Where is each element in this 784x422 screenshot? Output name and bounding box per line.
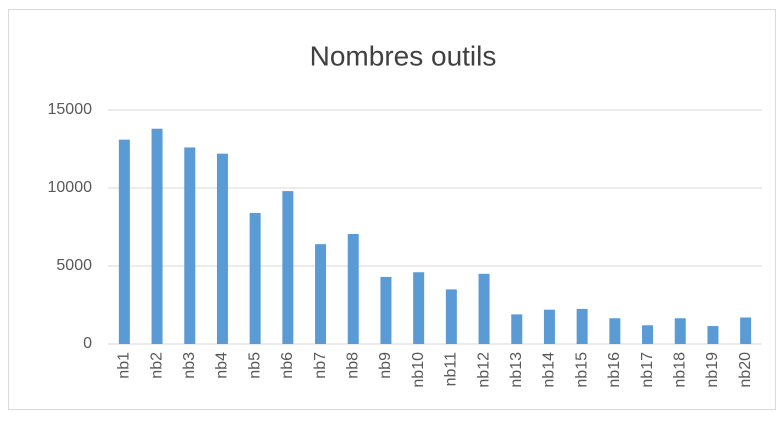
x-tick-label: nb13	[508, 352, 525, 388]
x-tick-label: nb11	[443, 352, 460, 387]
x-tick-label: nb8	[344, 352, 361, 379]
bar	[740, 317, 752, 344]
bar	[707, 326, 719, 344]
bar	[445, 289, 457, 344]
x-tick-label: nb3	[181, 352, 198, 379]
x-tick-label: nb4	[214, 352, 231, 379]
x-tick-label: nb20	[737, 352, 754, 388]
x-tick-label: nb17	[639, 352, 656, 388]
x-tick-label: nb19	[704, 352, 721, 388]
bar	[511, 314, 523, 344]
x-tick-label: nb1	[116, 352, 133, 379]
x-tick-label: nb12	[475, 352, 492, 388]
bar	[249, 212, 261, 344]
x-tick-label: nb7	[312, 352, 329, 379]
chart-title: Nombres outils	[310, 40, 497, 71]
bar	[413, 272, 425, 344]
x-tick-label: nb10	[410, 352, 427, 388]
x-tick-label: nb18	[671, 352, 688, 388]
x-tick-label: nb15	[573, 352, 590, 388]
x-tick-label: nb6	[279, 352, 296, 379]
bar	[609, 318, 621, 344]
bar	[478, 273, 490, 344]
bar	[216, 153, 228, 344]
y-tick-label: 10000	[48, 179, 93, 196]
x-tick-label: nb9	[377, 352, 394, 379]
bar	[282, 191, 294, 344]
y-tick-label: 15000	[48, 101, 93, 118]
bar	[642, 325, 654, 344]
y-tick-label: 5000	[56, 257, 92, 274]
bar	[674, 318, 686, 344]
bar	[151, 128, 163, 344]
bar	[315, 244, 327, 344]
x-tick-label: nb5	[246, 352, 263, 379]
bar	[184, 147, 196, 344]
bar	[347, 234, 359, 344]
bar	[576, 308, 588, 344]
y-tick-label: 0	[83, 335, 92, 352]
x-tick-label: nb2	[148, 352, 165, 379]
x-tick-label: nb14	[541, 352, 558, 388]
bar	[118, 139, 130, 344]
x-tick-label: nb16	[606, 352, 623, 388]
bar	[380, 276, 392, 344]
bar	[543, 309, 555, 344]
